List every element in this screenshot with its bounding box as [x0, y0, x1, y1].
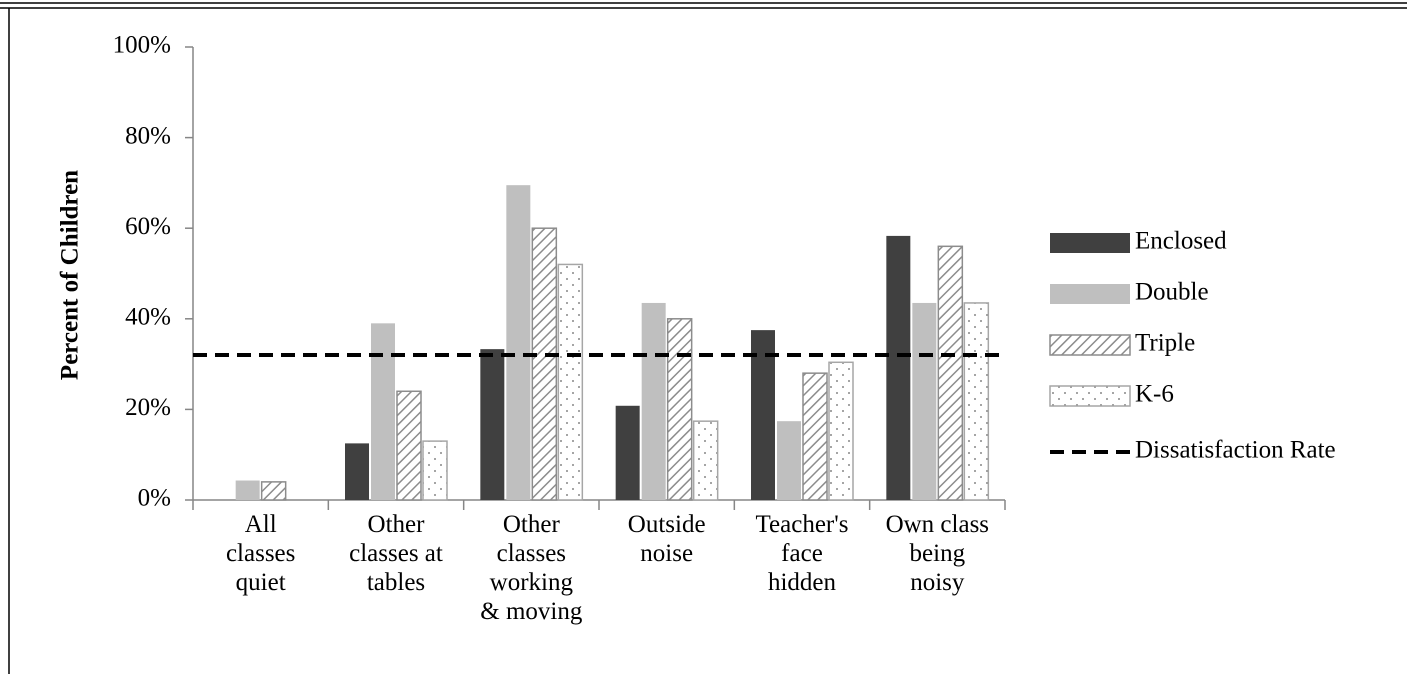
legend-swatch	[1050, 284, 1130, 304]
bar	[751, 330, 775, 500]
bar	[557, 263, 584, 501]
bar	[480, 349, 505, 500]
legend-swatch	[1050, 233, 1130, 253]
legend-swatch	[1049, 385, 1131, 407]
legend-swatch	[1049, 334, 1131, 356]
bar	[937, 245, 964, 501]
x-tick-label: Other classes at tables	[349, 511, 443, 596]
bar	[963, 302, 990, 501]
x-tick-label: Outside noise	[627, 511, 706, 567]
y-tick-label: 0%	[138, 485, 171, 512]
bar	[422, 440, 448, 501]
legend-label: Double	[1135, 279, 1209, 306]
x-tick-label: Other classes working & moving	[480, 511, 583, 625]
bar	[666, 318, 693, 501]
y-tick-label: 60%	[125, 213, 171, 240]
bar	[828, 361, 854, 501]
y-tick-label: 80%	[125, 122, 171, 149]
bar	[912, 302, 937, 500]
bar	[260, 481, 287, 501]
legend-label: Triple	[1135, 330, 1195, 357]
bar	[506, 185, 531, 501]
bar	[235, 480, 260, 500]
y-tick-label: 40%	[125, 304, 171, 331]
bar	[692, 420, 719, 501]
bar	[802, 372, 828, 501]
bar	[531, 227, 558, 501]
bar	[777, 421, 801, 500]
y-tick-label: 100%	[113, 32, 171, 59]
bar	[345, 443, 369, 500]
legend-label: K-6	[1135, 381, 1174, 408]
legend-label: Dissatisfaction Rate	[1135, 437, 1336, 464]
x-tick-label: All classes quiet	[225, 511, 296, 596]
bar	[371, 323, 395, 500]
y-tick-label: 20%	[125, 394, 171, 421]
legend-label: Enclosed	[1135, 228, 1227, 255]
bar	[886, 235, 911, 500]
bar	[615, 405, 640, 500]
x-tick-label: Teacher's face hidden	[755, 511, 849, 596]
y-axis-title: Percent of Children	[57, 170, 84, 380]
bar	[641, 302, 666, 500]
x-tick-label: Own class being noisy	[885, 511, 990, 596]
bar	[396, 390, 422, 501]
